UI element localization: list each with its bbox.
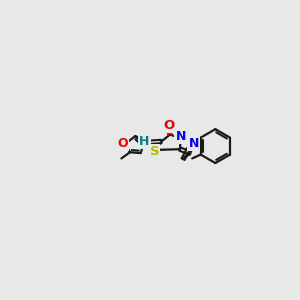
Text: O: O bbox=[118, 136, 128, 149]
Text: H: H bbox=[139, 135, 150, 148]
Text: S: S bbox=[150, 145, 159, 158]
Text: N: N bbox=[189, 137, 199, 150]
Text: N: N bbox=[176, 130, 186, 143]
Text: O: O bbox=[164, 119, 175, 132]
